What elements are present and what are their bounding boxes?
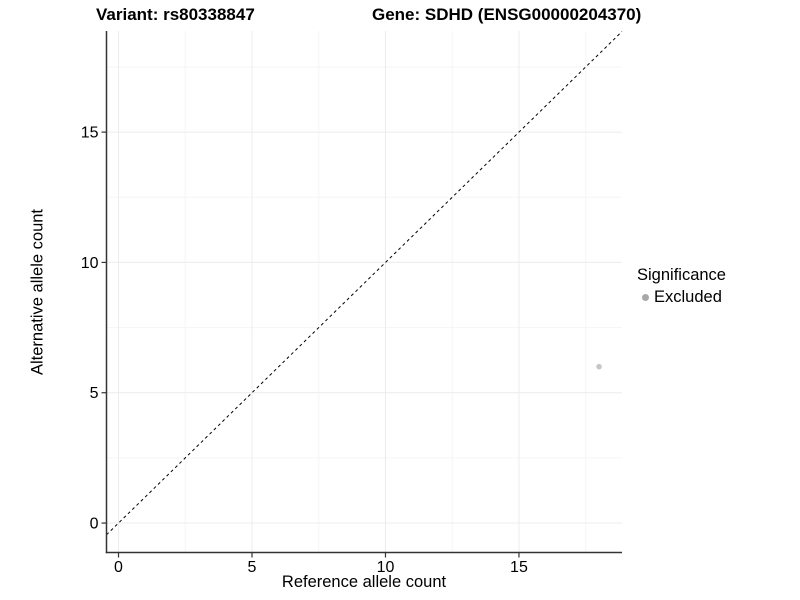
y-axis-title: Alternative allele count [28, 208, 47, 376]
plot-title-variant: Variant: rs80338847 [96, 5, 255, 24]
y-tick-label: 10 [81, 255, 99, 272]
x-tick-label: 0 [114, 559, 123, 576]
data-point [596, 363, 602, 370]
y-tick-label: 5 [90, 385, 99, 402]
x-tick-label: 5 [248, 559, 257, 576]
y-tick-label: 0 [90, 516, 99, 533]
legend-key [637, 289, 654, 306]
x-tick-label: 15 [510, 559, 528, 576]
x-tick-label: 10 [377, 559, 395, 576]
x-axis-title: Reference allele count [281, 573, 447, 591]
identity-line [106, 31, 623, 536]
plot-title-gene: Gene: SDHD (ENSG00000204370) [372, 5, 642, 24]
legend-title: Significance [637, 266, 726, 284]
legend-point-icon [642, 294, 649, 301]
y-tick-label: 15 [81, 125, 99, 142]
legend-item-label: Excluded [654, 288, 722, 306]
legend-item: Excluded [637, 288, 726, 307]
legend: Significance Excluded [637, 266, 726, 307]
